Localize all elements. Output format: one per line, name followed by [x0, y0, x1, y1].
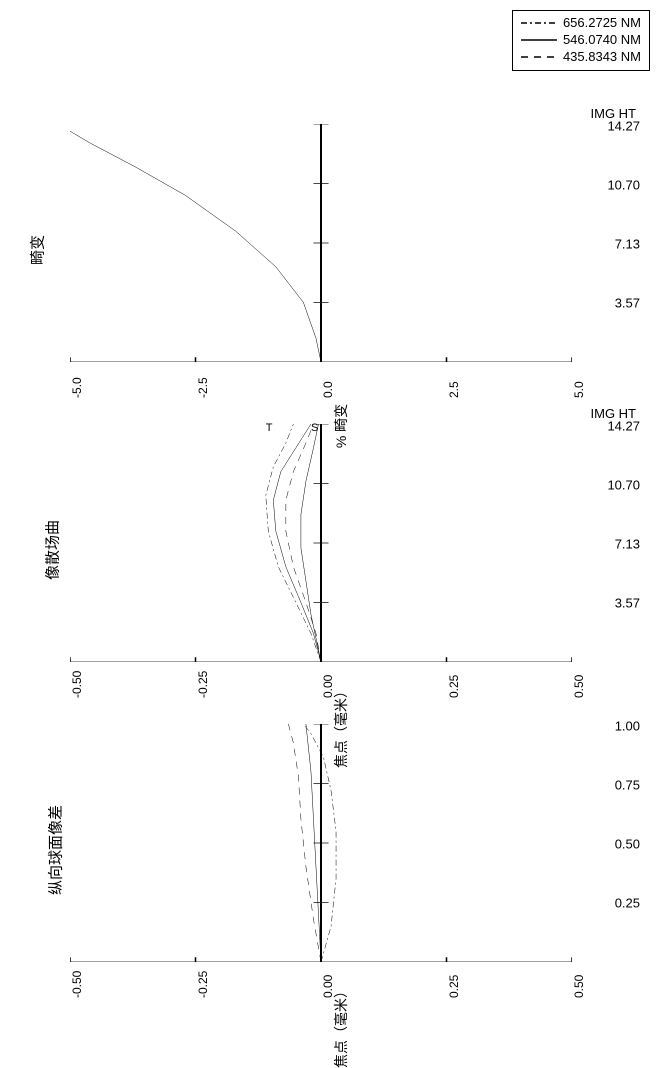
ytick-label: 10.70: [607, 478, 640, 493]
chart-title-astigmatic: 像散场曲: [42, 520, 63, 580]
ytick-label: 7.13: [615, 537, 640, 552]
chart-distortion: 畸变 IMG HT 14.2710.707.133.57 -5.0-2.50.0…: [40, 100, 642, 400]
ytick-label: 14.27: [607, 419, 640, 434]
legend-label: 435.8343 NM: [563, 49, 641, 66]
legend-label: 546.0740 NM: [563, 32, 641, 49]
ytick-label: 3.57: [615, 296, 640, 311]
legend-box: 656.2725 NM546.0740 NM435.8343 NM: [512, 10, 650, 71]
xaxis-label-spherical: 焦点（毫米）: [331, 984, 351, 1068]
ytick-label: 14.27: [607, 119, 640, 134]
ytick-label: 3.57: [615, 596, 640, 611]
legend-label: 656.2725 NM: [563, 15, 641, 32]
ytick-label: 0.50: [615, 837, 640, 852]
label-S: S: [311, 422, 318, 434]
ytick-label: 1.00: [615, 719, 640, 734]
legend-row: 656.2725 NM: [521, 15, 641, 32]
xticks-astigmatic: -0.50-0.250.000.250.50: [70, 666, 572, 700]
legend-row: 435.8343 NM: [521, 49, 641, 66]
ytick-label: 7.13: [615, 237, 640, 252]
legend-swatch: [521, 33, 557, 47]
xticks-distortion: -5.0-2.50.02.55.0: [70, 366, 572, 400]
label-T: T: [266, 422, 273, 434]
page-root: 656.2725 NM546.0740 NM435.8343 NM 畸变 IMG…: [0, 0, 662, 1000]
legend-swatch: [521, 16, 557, 30]
plot-astigmatic: TS: [70, 424, 572, 662]
plot-distortion: [70, 124, 572, 362]
chart-spherical: 纵向球面像差 1.00 0.75 0.50 0.25 -0.50-0.250.000.…: [40, 700, 642, 1000]
xticks-spherical: -0.50-0.250.000.250.50: [70, 966, 572, 1000]
chart-astigmatic: 像散场曲 IMG HT 14.2710.707.133.57 TS -0.50-…: [40, 400, 642, 700]
ytick-label: 0.25: [615, 896, 640, 911]
chart-title-spherical: 纵向球面像差: [45, 805, 66, 895]
legend-swatch: [521, 50, 557, 64]
legend-row: 546.0740 NM: [521, 32, 641, 49]
ytick-label: 0.75: [615, 778, 640, 793]
chart-title-distortion: 畸变: [27, 235, 48, 265]
plot-spherical: [70, 724, 572, 962]
ytick-label: 10.70: [607, 178, 640, 193]
